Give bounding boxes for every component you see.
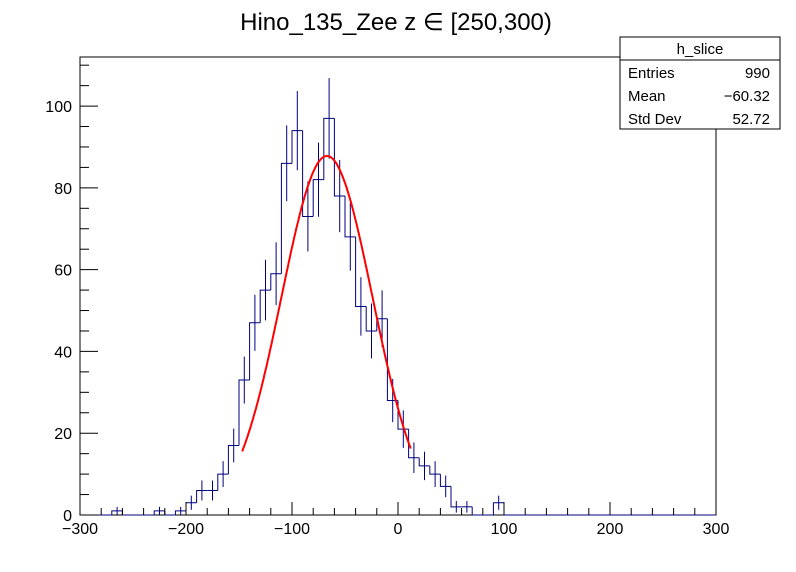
error-bars [116, 78, 500, 515]
stats-box: h_slice Entries 990 Mean −60.32 Std Dev … [619, 36, 781, 130]
x-tick-label: 100 [491, 521, 518, 538]
histogram-bin [196, 489, 208, 503]
histogram-bin [471, 506, 483, 516]
histogram-bin [217, 473, 229, 491]
histogram-bin [429, 465, 441, 475]
histogram-bin [492, 502, 504, 515]
histogram-bin [174, 510, 186, 515]
x-tick-label: 200 [597, 521, 624, 538]
y-tick-label: 0 [63, 508, 72, 525]
y-tick-label: 20 [54, 426, 72, 443]
stats-stddev-value: 52.72 [732, 111, 770, 128]
histogram-bin [111, 510, 123, 515]
x-tick-label: 0 [394, 521, 403, 538]
x-tick-label: 300 [703, 521, 730, 538]
histogram-bin [280, 162, 292, 274]
stats-mean-value: −60.32 [724, 88, 770, 105]
histogram-bin [259, 289, 271, 323]
histogram-bin [439, 474, 451, 487]
histogram-bin [291, 130, 303, 164]
axes: −300 −200 −100 0 100 200 300 0 20 40 60 80 100 [45, 64, 730, 538]
histogram-bin [227, 444, 239, 475]
histogram-bin [386, 318, 398, 401]
fit-curve [241, 154, 412, 452]
y-tick-label: 80 [54, 181, 72, 198]
histogram-bin [355, 236, 367, 307]
histogram-bin [238, 379, 250, 446]
fit-curve-group [241, 154, 412, 452]
histogram-bin [344, 196, 356, 238]
histogram-bin [302, 130, 314, 217]
histogram-bin [450, 486, 462, 508]
histogram-bin [365, 306, 377, 332]
y-tick-label: 100 [45, 99, 72, 116]
histogram-bin [333, 118, 345, 197]
stats-entries-label: Entries [628, 65, 675, 82]
chart-title: Hino_135_Zee z ∈ [250,300) [240, 9, 552, 36]
x-tick-label: −200 [168, 521, 204, 538]
y-tick-label: 60 [54, 263, 72, 280]
histogram-bin [249, 322, 261, 381]
y-tick-label: 40 [54, 344, 72, 361]
histogram-bin [270, 273, 282, 291]
histogram-bin [408, 429, 420, 459]
histogram-bin [323, 117, 335, 180]
stats-mean-label: Mean [628, 88, 666, 105]
stats-entries-value: 990 [745, 65, 770, 82]
stats-box-name: h_slice [677, 41, 724, 58]
stats-box-frame [619, 36, 781, 130]
x-tick-label: −300 [62, 521, 98, 538]
histogram-bin [312, 179, 324, 217]
stats-stddev-label: Std Dev [628, 111, 682, 128]
histogram-bin [418, 457, 430, 467]
plot-frame [79, 56, 717, 516]
histogram-bin [153, 510, 165, 515]
x-tick-label: −100 [274, 521, 310, 538]
